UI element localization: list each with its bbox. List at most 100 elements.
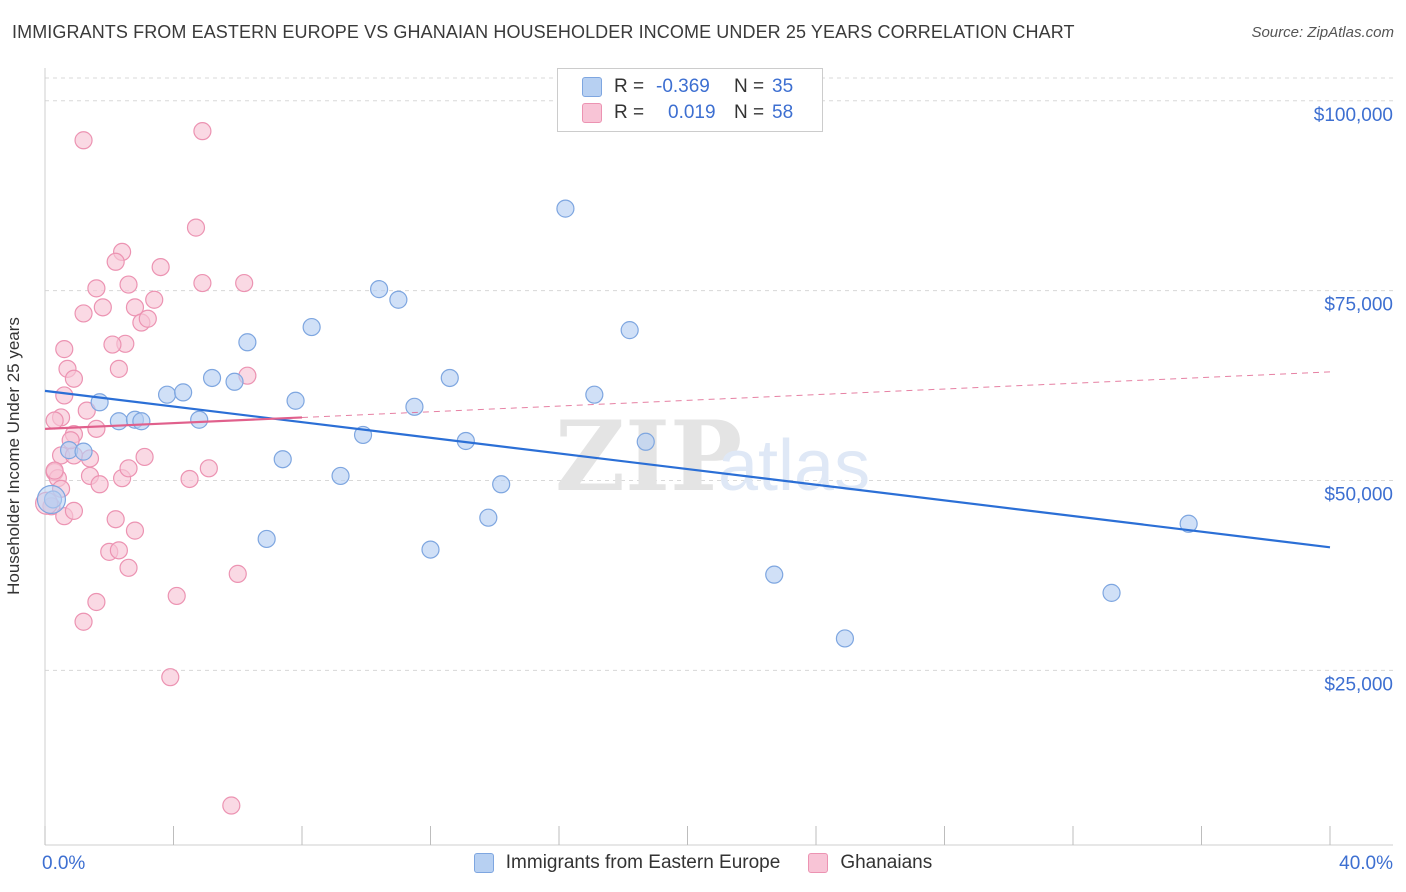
eastern-europe-point: [620, 321, 639, 340]
chart-title: IMMIGRANTS FROM EASTERN EUROPE VS GHANAI…: [12, 22, 1075, 42]
ghanaians-point: [180, 469, 199, 489]
eastern-europe-point: [157, 385, 177, 404]
eastern-europe-point: [556, 199, 575, 218]
correlation-legend: R = -0.369 N = 35 R = 0.019 N = 58: [557, 68, 823, 132]
ghanaians-point: [74, 131, 93, 150]
ghanaians-point: [119, 459, 138, 478]
eastern-europe-point: [492, 475, 511, 494]
legend-n-value: 58: [772, 102, 794, 123]
eastern-europe-point: [202, 368, 222, 388]
y-axis-label: Householder Income Under 25 years: [4, 317, 23, 595]
ghanaians-point: [109, 541, 128, 560]
eastern-europe-point: [257, 529, 276, 549]
eastern-europe-point: [331, 466, 350, 486]
ghanaians-point: [167, 586, 186, 606]
ghanaians-point: [45, 411, 64, 430]
ghanaians-point: [106, 510, 125, 529]
eastern-europe-point: [479, 508, 498, 527]
legend-n-label: N =: [734, 76, 765, 97]
ghanaians-point: [87, 419, 106, 438]
eastern-europe-point: [440, 368, 459, 388]
ghanaians-point: [199, 459, 218, 478]
eastern-europe-point: [1179, 514, 1198, 533]
ghanaians-point: [45, 461, 64, 480]
eastern-europe-point: [302, 317, 321, 337]
legend-r-label: R =: [614, 102, 645, 123]
watermark-atlas: atlas: [718, 426, 870, 506]
legend-r-value: 0.019: [668, 102, 716, 123]
legend-swatch-blue: [582, 77, 602, 97]
eastern-europe-point: [585, 385, 604, 404]
eastern-europe-point: [389, 290, 408, 309]
y-tick-label: $50,000: [1324, 484, 1393, 505]
ghanaians-point: [77, 401, 96, 420]
ghanaians-point: [119, 558, 138, 577]
ghanaians-point: [93, 298, 112, 317]
eastern-europe-point: [190, 410, 209, 429]
legend-label-ghanaians: Ghanaians: [840, 852, 933, 873]
legend-item-eastern-europe[interactable]: Immigrants from Eastern Europe: [473, 852, 781, 874]
eastern-europe-point: [238, 333, 257, 352]
eastern-europe-point: [421, 540, 440, 559]
ghanaians-trend-line: [44, 416, 303, 430]
eastern-europe-point: [174, 383, 193, 402]
eastern-europe-point: [636, 432, 655, 451]
y-tick-label: $25,000: [1324, 674, 1393, 695]
y-tick-label: $100,000: [1314, 105, 1393, 126]
eastern-europe-point: [765, 565, 784, 584]
eastern-europe-point-large: [36, 484, 67, 515]
ghanaians-point: [228, 564, 247, 583]
ghanaians-point: [151, 257, 170, 277]
eastern-europe-point: [132, 412, 151, 431]
x-tick-label: 0.0%: [42, 853, 85, 874]
legend-n-label: N =: [734, 102, 765, 123]
ghanaians-point: [125, 521, 145, 540]
ghanaians-point: [138, 309, 157, 328]
eastern-europe-trend-line: [44, 389, 1331, 549]
trend-lines: [44, 371, 1331, 549]
eastern-europe-point: [835, 629, 855, 648]
legend-row-pink: R = 0.019 N = 58: [582, 100, 793, 126]
eastern-europe-point: [273, 450, 292, 469]
eastern-europe-point: [405, 397, 424, 416]
y-tick-label: $75,000: [1324, 295, 1393, 316]
source-label: Source: ZipAtlas.com: [1251, 24, 1394, 41]
ghanaians-point: [109, 359, 128, 378]
legend-swatch-pink: [582, 103, 602, 123]
ghanaians-point: [87, 592, 106, 612]
series-ghanaians: [35, 122, 257, 815]
ghanaians-point: [235, 273, 254, 293]
tick-labels: $25,000 $50,000 $75,000 $100,000 0.0% 40.0%: [42, 105, 1393, 874]
x-tick-label: 40.0%: [1339, 853, 1393, 874]
ghanaians-point: [193, 122, 212, 141]
ghanaians-point: [193, 273, 212, 293]
eastern-europe-point: [109, 412, 128, 431]
ghanaians-point: [222, 796, 241, 815]
ghanaians-point: [145, 290, 164, 309]
legend-swatch-blue: [473, 853, 494, 873]
ghanaians-point: [64, 369, 84, 388]
ghanaians-point: [74, 304, 93, 323]
legend-swatch-pink: [808, 853, 829, 873]
ghanaians-point: [90, 475, 109, 494]
eastern-europe-point: [286, 391, 305, 410]
ghanaians-point: [87, 279, 106, 298]
legend-n-value: 35: [772, 76, 794, 97]
ghanaians-point: [74, 612, 93, 631]
series-legend: Immigrants from Eastern Europe Ghanaians: [0, 852, 1406, 874]
eastern-europe-point: [74, 442, 93, 461]
legend-row-blue: R = -0.369 N = 35: [582, 74, 793, 100]
ghanaians-point: [55, 340, 74, 359]
ghanaians-point: [106, 252, 125, 271]
ghanaians-point: [161, 668, 180, 687]
legend-label-eastern-europe: Immigrants from Eastern Europe: [505, 852, 781, 873]
eastern-europe-point: [370, 280, 389, 299]
legend-r-label: R =: [614, 76, 645, 97]
ghanaians-point: [119, 275, 138, 294]
eastern-europe-point: [1102, 583, 1121, 602]
ghanaians-point: [64, 501, 84, 520]
ghanaians-point: [55, 386, 74, 405]
legend-item-ghanaians[interactable]: Ghanaians: [808, 852, 932, 874]
